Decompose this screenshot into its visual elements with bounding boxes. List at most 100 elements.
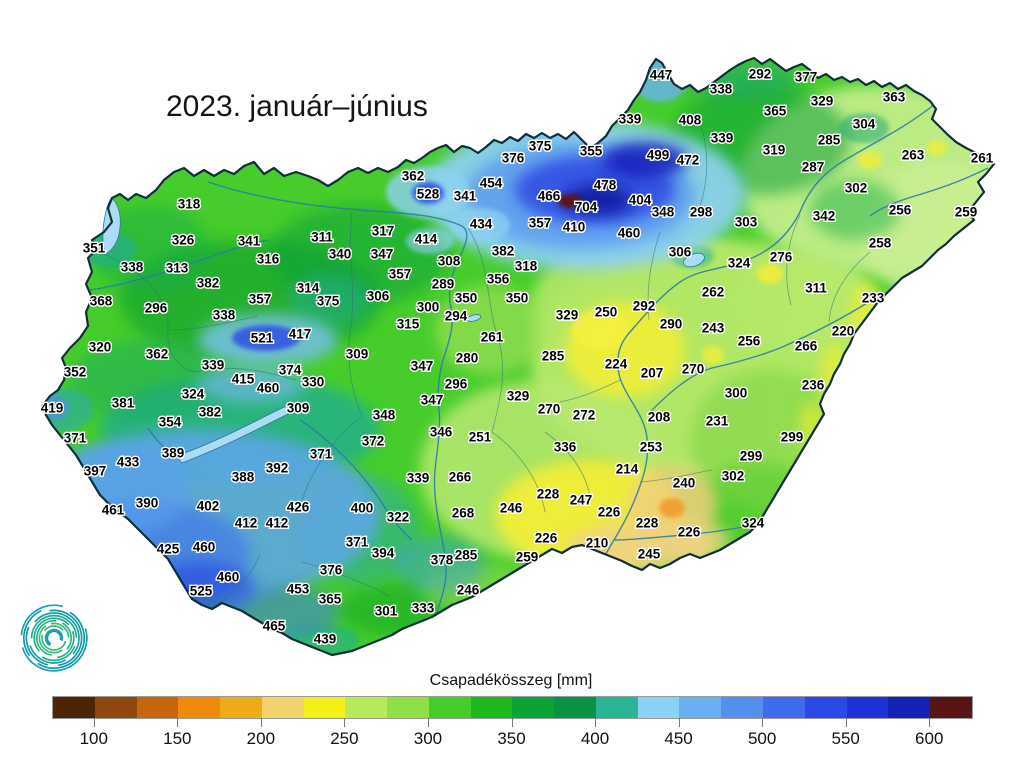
colorbar-tick-label: 500 [747,729,777,748]
lakes [102,197,705,464]
station-value: 246 [457,583,480,598]
station-value: 270 [682,362,705,377]
oms-spiral-arc [28,612,80,664]
station-value: 368 [90,294,113,309]
station-value: 233 [862,291,885,306]
precipitation-region [564,185,632,215]
station-value: 285 [818,133,841,148]
oms-spiral-arc [30,614,78,662]
station-value: 301 [375,604,398,619]
station-value: 324 [742,516,765,531]
station-value: 210 [586,536,609,551]
station-value: 298 [690,205,713,220]
station-value: 309 [346,347,369,362]
station-value: 447 [650,68,673,83]
station-value: 357 [249,292,272,307]
station-value: 272 [573,408,596,423]
colorbar-tick [260,718,262,727]
station-value: 461 [102,503,125,518]
oms-spiral-icon [20,604,88,672]
station-value: 362 [402,169,425,184]
koros-river [649,299,873,413]
maros-river [613,523,759,541]
station-value: 266 [449,470,472,485]
colorbar-segment [53,697,95,718]
precipitation-region [558,194,582,208]
station-value: 236 [802,378,825,393]
station-value: 521 [251,331,274,346]
precipitation-region [70,340,230,420]
station-value: 306 [669,245,692,260]
colorbar-tick-label: 200 [246,729,276,748]
station-value: 375 [317,294,340,309]
station-value: 296 [445,377,468,392]
colorbar-segment [178,697,221,718]
colorbar-tick-label: 450 [664,729,693,748]
colorbar-segment [554,697,596,718]
station-value: 276 [770,250,793,265]
precipitation-region [412,182,444,204]
precipitation-region [927,140,947,156]
precipitation-region [395,537,485,593]
station-value: 460 [257,381,280,396]
precipitation-region [659,498,685,518]
station-value: 404 [629,193,652,208]
colorbar-segment [930,697,972,718]
station-value: 410 [563,220,586,235]
station-value: 348 [373,408,396,423]
colorbar-tick-label: 300 [413,729,443,748]
station-value: 292 [633,299,656,314]
colorbar-segment [512,697,555,718]
station-value: 253 [640,440,663,455]
station-value: 313 [166,261,189,276]
station-value: 382 [197,276,220,291]
station-value: 460 [193,540,216,555]
station-value: 425 [157,542,180,557]
station-value: 390 [136,496,159,511]
station-value: 704 [575,200,598,215]
colorbar-tick [93,718,95,727]
station-value: 363 [883,90,906,105]
precipitation-region [702,346,724,364]
station-value: 311 [805,281,827,296]
colorbar-tick-label: 400 [580,729,610,748]
station-value: 287 [802,160,825,175]
station-value: 300 [417,300,440,315]
station-value: 340 [329,247,352,262]
station-value: 417 [289,327,312,342]
colorbar-tick [929,718,931,727]
station-value: 394 [372,546,395,561]
station-value: 412 [235,516,258,531]
station-value: 350 [455,291,478,306]
station-value: 339 [619,112,642,127]
station-value: 341 [454,189,477,204]
station-value: 311 [311,230,333,245]
station-value: 329 [507,389,530,404]
station-value: 226 [678,525,701,540]
precipitation-region [757,264,783,284]
station-value: 382 [199,405,222,420]
station-value: 280 [456,351,479,366]
colorbar-segment [679,697,722,718]
station-value: 318 [178,197,201,212]
station-value: 376 [320,563,343,578]
oms-spiral-core [44,628,64,648]
precipitation-region [603,142,687,178]
colorbar-segment [345,697,388,718]
station-value: 268 [452,506,475,521]
station-value: 354 [159,415,182,430]
station-value: 348 [652,205,675,220]
station-value: 397 [84,464,107,479]
station-value: 329 [556,308,579,323]
station-value: 351 [83,241,106,256]
precipitation-region [195,367,305,403]
station-value: 259 [516,550,539,565]
colorbar-segment [888,697,931,718]
station-value: 302 [722,469,745,484]
station-value: 426 [287,500,310,515]
station-value: 326 [172,233,195,248]
station-value: 299 [740,449,763,464]
station-value: 226 [535,531,558,546]
station-value: 245 [638,547,661,562]
